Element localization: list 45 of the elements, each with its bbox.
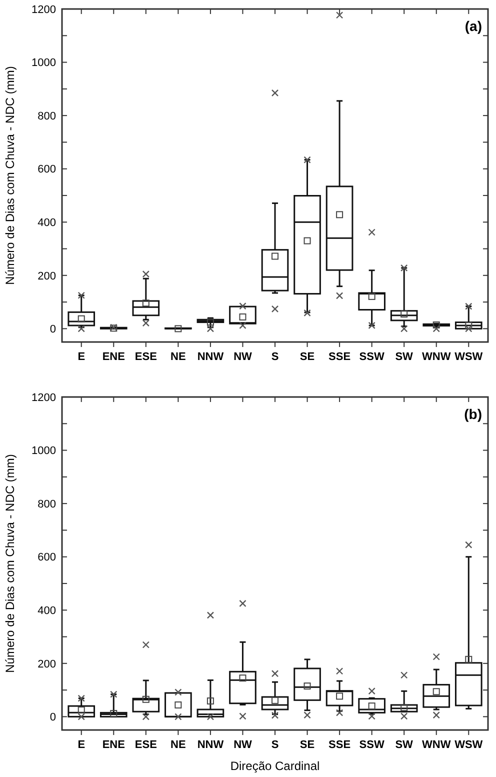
y-tick-label: 800	[38, 498, 56, 510]
category-label: WNW	[422, 351, 451, 363]
category-label: WSW	[454, 351, 483, 363]
category-label: NNW	[197, 351, 224, 363]
x-tick-label: NE	[170, 739, 186, 751]
y-tick-label: 400	[38, 216, 56, 229]
category-label: S	[271, 351, 279, 363]
category-label: ESE	[134, 351, 157, 363]
x-tick-label: WSW	[454, 739, 484, 751]
y-axis-title: Número de Dias com Chuva - NDC (mm)	[3, 66, 17, 285]
x-tick-label: ESE	[134, 739, 157, 751]
x-tick-label: NW	[234, 739, 253, 751]
text: (a)	[464, 18, 482, 34]
y-tick-label: 1200	[32, 4, 56, 16]
y-axis-title: Número de Dias com Chuva - NDC (mm)	[3, 454, 17, 673]
x-tick-label: E	[78, 739, 86, 751]
x-tick-label: WNW	[422, 739, 452, 751]
x-tick-label: NNW	[197, 739, 224, 751]
y-tick-label: 1200	[32, 392, 56, 404]
text: (b)	[464, 406, 482, 422]
category-label: SW	[395, 351, 413, 363]
x-tick-label: SSE	[328, 739, 351, 751]
x-tick-label: ENE	[102, 739, 125, 751]
y-tick-label: 200	[38, 270, 56, 282]
category-label: NE	[170, 351, 186, 363]
x-axis-title: Direção Cardinal	[230, 759, 320, 773]
category-label: E	[78, 351, 86, 363]
x-tick-label: SSW	[359, 739, 385, 751]
category-label: SE	[300, 351, 315, 363]
y-tick-label: 800	[38, 110, 56, 122]
category-label: NW	[234, 351, 252, 363]
x-tick-label: SE	[300, 739, 315, 751]
y-tick-label: 600	[38, 552, 56, 564]
y-tick-label: 1000	[32, 445, 56, 458]
y-tick-label: 200	[38, 658, 56, 670]
category-label: ENE	[102, 351, 125, 363]
y-tick-label: 0	[50, 712, 56, 724]
category-label: SSW	[359, 351, 384, 363]
y-tick-label: 600	[38, 164, 56, 176]
x-tick-label: S	[271, 739, 279, 751]
category-label: SSE	[328, 351, 351, 363]
y-tick-label: 0	[50, 324, 56, 336]
y-tick-label: 400	[38, 604, 56, 617]
x-tick-label: SW	[395, 739, 414, 751]
y-tick-label: 1000	[32, 57, 56, 70]
